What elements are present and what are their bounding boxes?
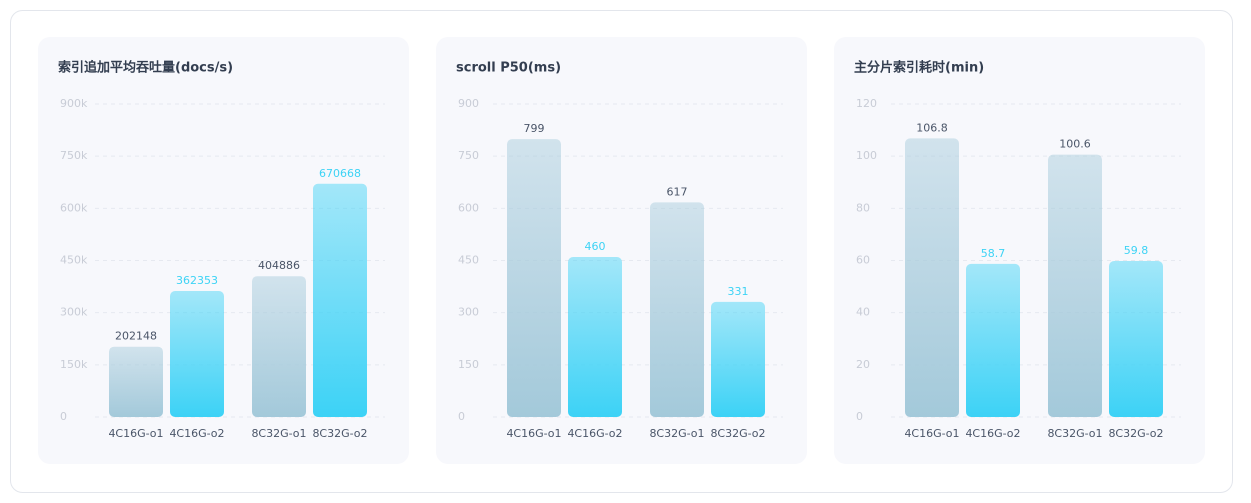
bar <box>109 346 163 417</box>
value-label: 331 <box>728 285 749 298</box>
x-tick-label: 4C16G-o1 <box>108 427 163 440</box>
y-tick-label: 900k <box>60 97 88 110</box>
x-tick-label: 8C32G-o1 <box>1047 427 1102 440</box>
y-tick-label: 20 <box>856 358 870 371</box>
y-tick-label: 300 <box>458 306 479 319</box>
x-tick-label: 8C32G-o1 <box>649 427 704 440</box>
y-tick-label: 150k <box>60 358 88 371</box>
x-tick-label: 8C32G-o2 <box>1108 427 1163 440</box>
chart-title: 索引追加平均吞吐量(docs/s) <box>58 60 233 76</box>
x-tick-label: 8C32G-o1 <box>251 427 306 440</box>
y-tick-label: 0 <box>458 410 465 423</box>
value-label: 58.7 <box>981 247 1006 260</box>
x-tick-label: 4C16G-o1 <box>506 427 561 440</box>
x-tick-label: 4C16G-o2 <box>965 427 1020 440</box>
bar <box>170 290 224 417</box>
bar <box>1048 154 1102 417</box>
bar <box>711 301 765 417</box>
value-label: 404886 <box>258 259 300 272</box>
y-tick-label: 750 <box>458 149 479 162</box>
y-tick-label: 300k <box>60 306 88 319</box>
value-label: 362353 <box>176 274 218 287</box>
y-tick-label: 100 <box>856 149 877 162</box>
value-label: 460 <box>585 240 606 253</box>
bar <box>905 138 959 417</box>
y-tick-label: 750k <box>60 149 88 162</box>
y-tick-label: 900 <box>458 97 479 110</box>
bar <box>568 257 622 417</box>
y-tick-label: 120 <box>856 97 877 110</box>
y-tick-label: 450k <box>60 254 88 267</box>
x-tick-label: 8C32G-o2 <box>710 427 765 440</box>
y-tick-label: 80 <box>856 201 870 214</box>
y-tick-label: 40 <box>856 306 870 319</box>
value-label: 59.8 <box>1124 244 1149 257</box>
value-label: 100.6 <box>1059 138 1091 151</box>
value-label: 106.8 <box>916 121 948 134</box>
y-tick-label: 600 <box>458 201 479 214</box>
x-tick-label: 4C16G-o2 <box>567 427 622 440</box>
value-label: 202148 <box>115 330 157 343</box>
y-tick-label: 0 <box>856 410 863 423</box>
x-tick-label: 4C16G-o1 <box>904 427 959 440</box>
bar <box>650 202 704 417</box>
value-label: 670668 <box>319 167 361 180</box>
bar <box>252 276 306 417</box>
y-tick-label: 150 <box>458 358 479 371</box>
bar <box>507 139 561 417</box>
bar <box>1109 261 1163 417</box>
y-tick-label: 600k <box>60 201 88 214</box>
chart-title: 主分片索引耗时(min) <box>854 60 984 76</box>
y-tick-label: 0 <box>60 410 67 423</box>
y-tick-label: 450 <box>458 254 479 267</box>
x-tick-label: 8C32G-o2 <box>312 427 367 440</box>
chart-title: scroll P50(ms) <box>456 61 561 76</box>
x-tick-label: 4C16G-o2 <box>169 427 224 440</box>
value-label: 617 <box>667 185 688 198</box>
y-tick-label: 60 <box>856 254 870 267</box>
bar <box>966 263 1020 417</box>
value-label: 799 <box>524 122 545 135</box>
bar <box>313 183 367 417</box>
